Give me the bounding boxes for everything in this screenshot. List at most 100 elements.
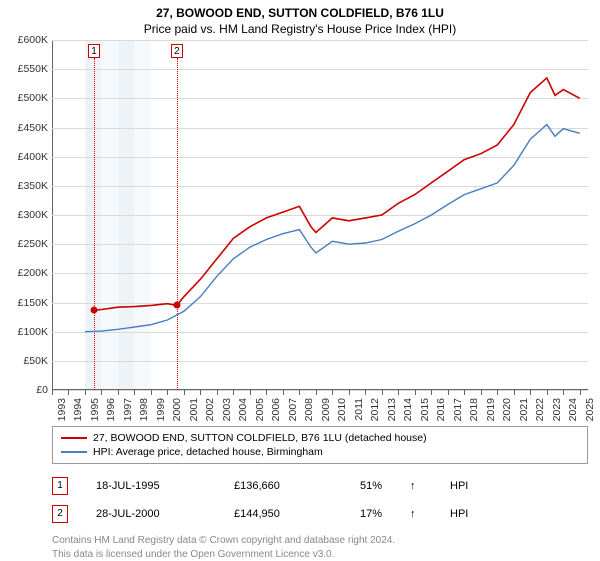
ytick-label: £150K — [0, 297, 48, 309]
xtick-mark — [299, 390, 300, 395]
xtick-mark — [68, 390, 69, 395]
xtick-label: 2010 — [336, 398, 348, 421]
ytick-label: £300K — [0, 209, 48, 221]
xtick-mark — [233, 390, 234, 395]
xtick-mark — [266, 390, 267, 395]
xtick-label: 1997 — [122, 398, 134, 421]
sale-row-marker: 1 — [52, 477, 68, 495]
xtick-label: 2013 — [386, 398, 398, 421]
legend-item: 27, BOWOOD END, SUTTON COLDFIELD, B76 1L… — [61, 431, 579, 445]
xtick-mark — [481, 390, 482, 395]
sale-row-pct: 17% — [342, 508, 382, 520]
ytick-label: £500K — [0, 92, 48, 104]
legend-swatch — [61, 437, 87, 439]
xtick-mark — [382, 390, 383, 395]
chart-title-address: 27, BOWOOD END, SUTTON COLDFIELD, B76 1L… — [0, 0, 600, 20]
ytick-label: £50K — [0, 355, 48, 367]
below-chart: 27, BOWOOD END, SUTTON COLDFIELD, B76 1L… — [52, 426, 588, 561]
xtick-label: 2015 — [419, 398, 431, 421]
xtick-label: 1999 — [155, 398, 167, 421]
xtick-mark — [118, 390, 119, 395]
ytick-label: £0 — [0, 384, 48, 396]
xtick-label: 2002 — [204, 398, 216, 421]
ytick-label: £350K — [0, 180, 48, 192]
xtick-label: 1995 — [89, 398, 101, 421]
titles: 27, BOWOOD END, SUTTON COLDFIELD, B76 1L… — [0, 0, 600, 40]
sale-row-price: £144,950 — [234, 508, 314, 520]
xtick-label: 2007 — [287, 398, 299, 421]
xtick-label: 2008 — [303, 398, 315, 421]
sale-row-pct: 51% — [342, 480, 382, 492]
xtick-label: 2001 — [188, 398, 200, 421]
footer-copyright: Contains HM Land Registry data © Crown c… — [52, 534, 588, 548]
legend-label: HPI: Average price, detached house, Birm… — [93, 446, 323, 458]
xtick-mark — [464, 390, 465, 395]
series-line — [85, 125, 580, 332]
xtick-label: 2014 — [402, 398, 414, 421]
xtick-label: 2004 — [237, 398, 249, 421]
sale-marker: 2 — [171, 44, 183, 58]
xtick-label: 2011 — [353, 398, 365, 421]
xtick-label: 2019 — [485, 398, 497, 421]
xtick-label: 2020 — [501, 398, 513, 421]
ytick-label: £100K — [0, 326, 48, 338]
xtick-mark — [101, 390, 102, 395]
xtick-mark — [431, 390, 432, 395]
xtick-label: 2005 — [254, 398, 266, 421]
ytick-label: £550K — [0, 63, 48, 75]
sale-row-date: 28-JUL-2000 — [96, 508, 206, 520]
xtick-mark — [332, 390, 333, 395]
xtick-mark — [151, 390, 152, 395]
xtick-mark — [283, 390, 284, 395]
xtick-mark — [85, 390, 86, 395]
xtick-mark — [134, 390, 135, 395]
xtick-mark — [184, 390, 185, 395]
sale-marker: 1 — [88, 44, 100, 58]
xtick-mark — [349, 390, 350, 395]
ytick-label: £450K — [0, 122, 48, 134]
footer-licence: This data is licensed under the Open Gov… — [52, 548, 588, 561]
xtick-mark — [365, 390, 366, 395]
xtick-label: 2009 — [320, 398, 332, 421]
xtick-mark — [217, 390, 218, 395]
gridline-y — [52, 390, 588, 391]
xtick-label: 1994 — [72, 398, 84, 421]
xtick-label: 2006 — [270, 398, 282, 421]
xtick-mark — [580, 390, 581, 395]
xtick-mark — [547, 390, 548, 395]
series-line — [94, 78, 580, 310]
xtick-mark — [250, 390, 251, 395]
sale-row-suffix: HPI — [450, 480, 468, 492]
sale-row: 228-JUL-2000£144,95017%↑HPI — [52, 500, 588, 528]
xtick-mark — [200, 390, 201, 395]
xtick-label: 2000 — [171, 398, 183, 421]
series-lines — [52, 40, 588, 390]
xtick-label: 2003 — [221, 398, 233, 421]
sale-row-date: 18-JUL-1995 — [96, 480, 206, 492]
xtick-mark — [415, 390, 416, 395]
xtick-label: 2022 — [534, 398, 546, 421]
xtick-label: 2021 — [518, 398, 530, 421]
ytick-label: £400K — [0, 151, 48, 163]
xtick-mark — [316, 390, 317, 395]
xtick-mark — [398, 390, 399, 395]
legend-label: 27, BOWOOD END, SUTTON COLDFIELD, B76 1L… — [93, 432, 427, 444]
xtick-mark — [448, 390, 449, 395]
chart-subtitle: Price paid vs. HM Land Registry's House … — [0, 20, 600, 40]
xtick-label: 1998 — [138, 398, 150, 421]
xtick-label: 2012 — [369, 398, 381, 421]
xtick-mark — [497, 390, 498, 395]
xtick-label: 1996 — [105, 398, 117, 421]
xtick-label: 2023 — [551, 398, 563, 421]
sale-row-suffix: HPI — [450, 508, 468, 520]
sales-table: 118-JUL-1995£136,66051%↑HPI228-JUL-2000£… — [52, 472, 588, 528]
ytick-label: £250K — [0, 238, 48, 250]
legend-box: 27, BOWOOD END, SUTTON COLDFIELD, B76 1L… — [52, 426, 588, 464]
xtick-label: 2016 — [435, 398, 447, 421]
ytick-label: £600K — [0, 34, 48, 46]
xtick-label: 2025 — [584, 398, 596, 421]
xtick-label: 2017 — [452, 398, 464, 421]
xtick-mark — [530, 390, 531, 395]
footer: Contains HM Land Registry data © Crown c… — [52, 534, 588, 561]
sale-row-marker: 2 — [52, 505, 68, 523]
